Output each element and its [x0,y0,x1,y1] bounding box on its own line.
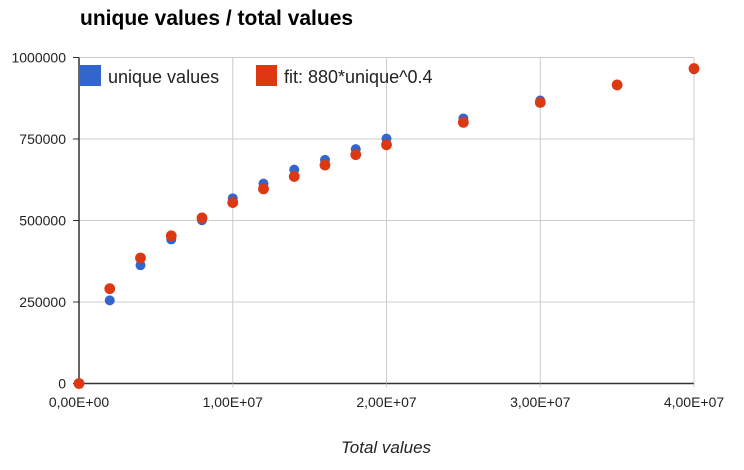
data-point[interactable] [104,295,115,306]
y-tick-label: 500000 [19,213,66,229]
chart-title: unique values / total values [80,7,354,30]
y-tick-label: 1000000 [11,50,66,66]
data-point[interactable] [73,378,85,389]
data-point[interactable] [534,97,546,108]
legend: unique values fit: 880*unique^0.4 [80,65,433,87]
data-point[interactable] [319,159,331,171]
data-points [73,63,700,389]
data-point[interactable] [688,63,700,74]
y-tick-label: 250000 [19,294,66,310]
data-point[interactable] [611,79,623,91]
x-tick-label: 2,00E+07 [356,394,417,410]
tick-labels: 0,00E+00 1,00E+07 2,00E+07 3,00E+07 4,00E+07… [11,50,724,411]
x-tick-label: 1,00E+07 [203,394,264,410]
x-tick-label: 0,00E+00 [49,394,110,410]
data-point[interactable] [258,183,269,195]
data-point[interactable] [381,139,392,151]
x-tick-label: 4,00E+07 [664,394,725,410]
data-point[interactable] [457,116,469,128]
legend-label: fit: 880*unique^0.4 [284,67,433,87]
data-point[interactable] [196,212,208,224]
y-tick-label: 0 [58,376,66,392]
tick-marks [73,57,695,388]
x-tick-label: 3,00E+07 [510,394,571,410]
data-point[interactable] [104,283,116,295]
data-point[interactable] [227,197,239,208]
gridlines [79,57,695,384]
legend-label: unique values [108,67,219,87]
data-point[interactable] [350,149,362,161]
data-point[interactable] [135,252,146,264]
x-axis-title: Total values [341,438,432,457]
y-tick-label: 750000 [19,131,66,147]
legend-swatch [80,65,101,86]
data-point[interactable] [288,171,300,182]
data-point[interactable] [165,230,177,242]
legend-swatch [256,65,277,86]
